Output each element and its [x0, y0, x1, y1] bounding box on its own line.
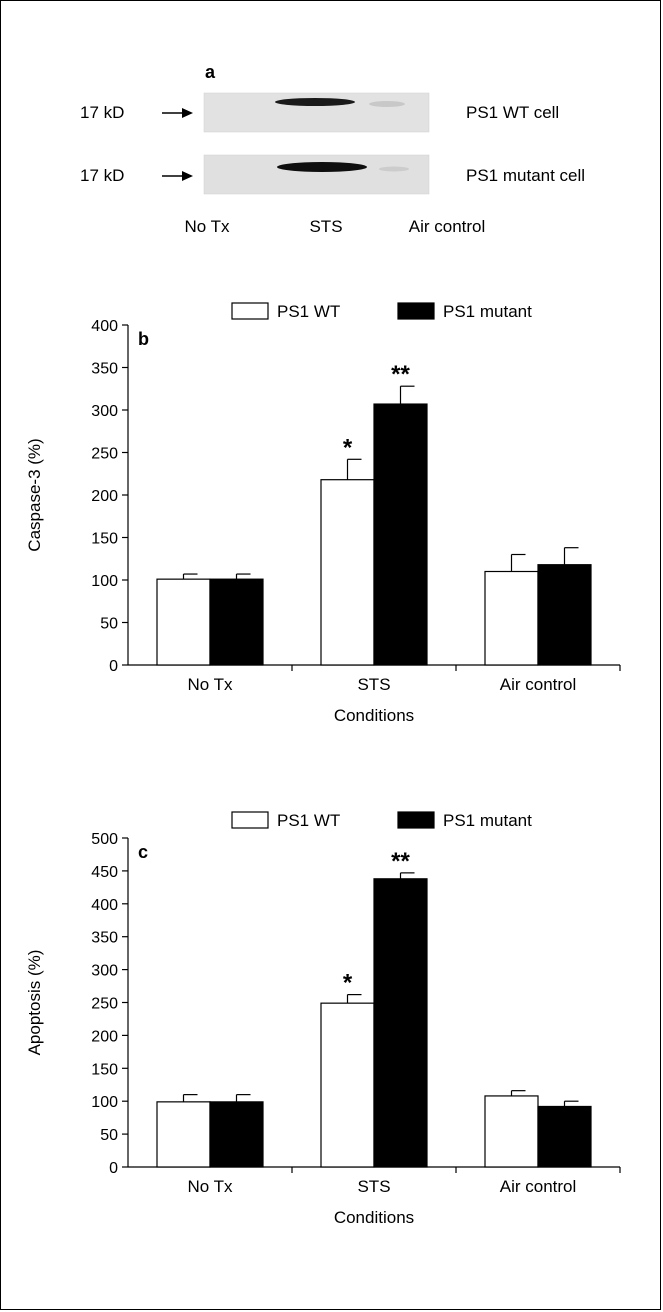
y-tick-label: 500	[91, 831, 118, 848]
legend-label-0: PS1 WT	[277, 302, 340, 321]
x-tick-label: No Tx	[187, 675, 233, 694]
bar-ps1-wt	[320, 479, 375, 666]
panel-a-label: a	[205, 62, 216, 82]
blot-row-wt: 17 kD PS1 WT cell	[80, 92, 559, 133]
y-tick-label: 0	[109, 658, 118, 675]
blot-band-sts-wt	[275, 98, 355, 106]
x-tick-label: Air control	[500, 675, 577, 694]
y-tick-label: 400	[91, 318, 118, 335]
bar-ps1-mutant	[209, 578, 264, 666]
blot-band-sts-mutant	[277, 162, 367, 172]
bar-ps1-wt	[156, 1101, 211, 1168]
y-tick-label: 350	[91, 361, 118, 378]
bar-ps1-mutant	[209, 1101, 264, 1168]
bar-ps1-mutant	[373, 403, 428, 666]
y-tick-label: 250	[91, 446, 118, 463]
bar-ps1-wt	[156, 578, 211, 666]
bar-ps1-mutant	[537, 564, 592, 666]
y-tick-label: 100	[91, 573, 118, 590]
significance-marker: **	[391, 361, 410, 388]
legend-swatch-1	[397, 302, 435, 320]
legend-swatch-1	[397, 811, 435, 829]
significance-marker: *	[343, 434, 353, 461]
y-tick-label: 250	[91, 996, 118, 1013]
blot-strip-mutant	[203, 154, 430, 195]
x-tick-label: Air control	[500, 1177, 577, 1196]
y-tick-label: 50	[100, 1127, 118, 1144]
legend-label-0: PS1 WT	[277, 811, 340, 830]
y-tick-label: 0	[109, 1160, 118, 1177]
x-tick-label: STS	[357, 675, 390, 694]
blot-band-air-wt	[369, 101, 405, 107]
y-tick-label: 150	[91, 531, 118, 548]
bar-ps1-wt	[320, 1002, 375, 1168]
y-tick-label: 150	[91, 1061, 118, 1078]
x-tick-label: No Tx	[187, 1177, 233, 1196]
lane-label-sts: STS	[309, 217, 342, 236]
legend-label-1: PS1 mutant	[443, 302, 532, 321]
row-mutant-label: PS1 mutant cell	[466, 166, 585, 185]
y-axis-title: Caspase-3 (%)	[25, 438, 44, 551]
y-tick-label: 450	[91, 864, 118, 881]
chart-caspase-3: PS1 WT PS1 mutant b 0 50 100 150 200 250 300 350 40…	[25, 302, 621, 725]
y-tick-label: 200	[91, 1028, 118, 1045]
significance-marker: **	[391, 848, 410, 875]
panel-label: b	[138, 329, 149, 349]
panel-a: a 17 kD PS1 WT cell 17 kD PS1 mutant cel…	[80, 62, 585, 236]
legend-swatch-0	[231, 811, 269, 829]
row-mutant-marker: 17 kD	[80, 166, 124, 185]
panel-label: c	[138, 842, 148, 862]
chart-apoptosis: PS1 WT PS1 mutant c 0 50 100 150 200 250 300 350 40…	[25, 811, 621, 1227]
arrow-right-icon	[162, 171, 193, 181]
arrow-right-icon	[162, 108, 193, 118]
y-tick-label: 300	[91, 403, 118, 420]
row-wt-marker: 17 kD	[80, 103, 124, 122]
x-axis-title: Conditions	[334, 706, 414, 725]
legend-label-1: PS1 mutant	[443, 811, 532, 830]
lane-label-notx: No Tx	[184, 217, 230, 236]
blot-band-air-mutant	[379, 166, 409, 172]
bar-ps1-wt	[484, 570, 539, 666]
row-wt-label: PS1 WT cell	[466, 103, 559, 122]
y-tick-label: 300	[91, 963, 118, 980]
legend-swatch-0	[231, 302, 269, 320]
y-tick-label: 400	[91, 897, 118, 914]
y-tick-label: 200	[91, 488, 118, 505]
y-tick-label: 100	[91, 1094, 118, 1111]
y-tick-label: 350	[91, 930, 118, 947]
bar-ps1-wt	[484, 1095, 539, 1168]
y-axis-title: Apoptosis (%)	[25, 950, 44, 1056]
y-tick-label: 50	[100, 616, 118, 633]
bar-ps1-mutant	[373, 878, 428, 1168]
bar-ps1-mutant	[537, 1105, 592, 1168]
lane-label-air-control: Air control	[409, 217, 486, 236]
x-axis-title: Conditions	[334, 1208, 414, 1227]
x-tick-label: STS	[357, 1177, 390, 1196]
significance-marker: *	[343, 970, 353, 997]
blot-row-mutant: 17 kD PS1 mutant cell	[80, 154, 585, 195]
